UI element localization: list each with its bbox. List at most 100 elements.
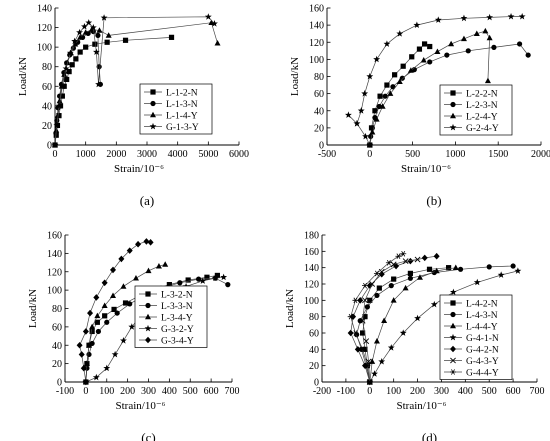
panel-a-series-1-point [168,34,175,40]
panel-d-series-4-point [414,314,421,322]
panel-d: -200 -100 0 100 200 300 400 500 600 700 0 20 40 60 80 1… [284,231,545,441]
panel-d-series-7-point [352,297,359,304]
panel-c-series-1-point [94,319,100,325]
panel-d-series-5-point [421,254,428,262]
panel-b-legend-marker [449,123,457,131]
panel-a-y-tick-label: 80 [42,62,52,73]
panel-c-series-3-point [155,263,162,269]
panel-a-y-axis-label: Load/kN [17,57,29,96]
panel-d-x-tick-label: 300 [434,386,449,397]
panel-c-legend: L-3-2-N L-3-3-NL-3-4-Y G-3-2-YG-3-4-Y [134,285,208,348]
panel-c-series-2-point [89,340,95,347]
panel-a-series-3-point [77,34,84,40]
panel-d-series-5-point [407,257,414,265]
panel-c-y-tick-label: 120 [47,267,62,278]
panel-c-legend-marker [144,324,152,332]
panel-a-series-3-point [105,32,112,38]
panel-d-y-tick-label: 20 [309,361,319,372]
panel-d-series-6-point [363,338,370,345]
panel-a-series-3-point [96,27,103,33]
panel-c-series-5 [76,238,154,386]
panel-c-series-4-point [92,373,100,381]
panel-c-series-5-point [118,255,125,263]
panel-b-legend-marker [450,101,456,108]
panel-b-series-4-point [353,119,361,127]
panel-a-legend-marker [150,89,156,95]
panel-b-series-1-point [392,72,398,78]
panel-a-y-tick-label: 100 [37,43,52,54]
panel-c-series-5-point [80,364,87,372]
panel-a-y-tick-label: 60 [42,82,52,93]
panel-b: -500 0 500 1000 1500 200002040608010012014016… [289,4,550,209]
panel-d-series-1-point [360,330,366,336]
panel-b-x-tick-label: 1000 [445,149,465,160]
panel-c-series-1-point [111,306,117,313]
panel-b-series-4-point [460,14,468,22]
panel-a-series-1-point [104,39,110,45]
panel-d-series-6-line [362,259,418,383]
panel-b-label: (b) [426,193,441,208]
panel-a-series-1-point [64,76,70,83]
panel-a-series-4-point [62,65,70,72]
panel-b-series-2-point [517,41,523,47]
panel-a-legend-entry: L-1-3-N [166,100,198,110]
panel-a: 0 1000 2000 3000 4000 5000 6000 0 20 40 60 80 100 120… [17,4,249,209]
panel-d-x-tick-label: 100 [386,386,401,397]
panel-d-label: (d) [422,430,437,441]
panel-d-x-axis-label: Strain/10⁻⁶ [397,400,447,412]
panel-d-y-tick-label: 80 [309,312,319,323]
panel-c-series-2-point [95,328,101,335]
panel-b-legend-entry: L-2-4-Y [466,112,498,122]
panel-b-series-1-point [400,63,406,69]
panel-d-series-6-point [378,268,385,275]
panel-c-x-tick-label: 500 [183,386,198,397]
panel-b-series-3-point [473,30,480,36]
panel-d-series-4-point [449,288,457,296]
panel-b-legend-marker [450,90,456,96]
panel-c-x-tick-label: 400 [162,386,177,397]
panel-a-series-1-point [69,62,75,68]
panel-d-series-4-point [497,271,505,278]
panel-b-series-3-point [373,116,380,122]
panel-b-series-4-point [434,16,442,23]
panel-c-series-3-point [86,342,93,348]
panel-c-series-3-point [162,261,169,267]
panel-a-series-3-point [61,71,68,77]
panel-c-series-2-point [86,351,92,358]
panel-b-series-3-point [482,27,489,34]
panel-a-series-4-point [211,20,218,27]
panel-b-legend-entry: L-2-3-N [466,101,498,111]
panel-c-legend-entry: L-3-4-Y [161,313,193,323]
panel-a-x-tick-label: 4000 [168,149,188,160]
panel-a-series-4-point [89,23,97,31]
panel-c-series-4-point [199,277,207,284]
panel-d-y-tick-label: 40 [309,345,319,356]
panel-b-x-tick-label: 500 [405,149,420,160]
panel-b-series-2-point [465,48,471,54]
panel-d-series-6-point [414,256,421,263]
panel-d-legend: L-4-2-N L-4-3-NL-4-4-Y G-4-1-NG-4-2-N G-4-3… [439,294,513,380]
panel-a-series-4-point [51,141,59,148]
panel-d-x-tick-label: 0 [367,386,372,397]
panel-b-series-4-point [357,107,365,114]
panel-d-y-tick-label: 180 [304,231,319,242]
panel-c-series-4-point [103,364,111,372]
panel-c-series-3-point [101,302,108,309]
panel-d-series-4-point [430,300,438,308]
panel-a-series-4-point [81,22,88,30]
panel-a-x-axis-label: Strain/10⁻⁶ [114,163,164,175]
panel-c-series-3-point [110,292,117,298]
panel-d-series-4 [366,267,522,385]
panel-b-series-3-point [460,35,467,42]
panel-d-series-2-point [510,263,516,269]
panel-b-series-4-point [507,12,515,20]
panel-c-y-axis-label: Load/kN [27,289,39,328]
panel-d-y-tick-label: 100 [304,296,319,307]
panel-c-series-5-point [110,266,117,274]
panel-c-x-tick-label: -100 [56,386,74,397]
panel-b-series-2-point [427,59,433,65]
panel-d-y-tick-label: 160 [304,247,319,258]
panel-d-series-6 [359,256,421,385]
panel-a-series-4-point [95,80,102,88]
panel-c-legend-entry: L-3-2-N [161,290,193,300]
